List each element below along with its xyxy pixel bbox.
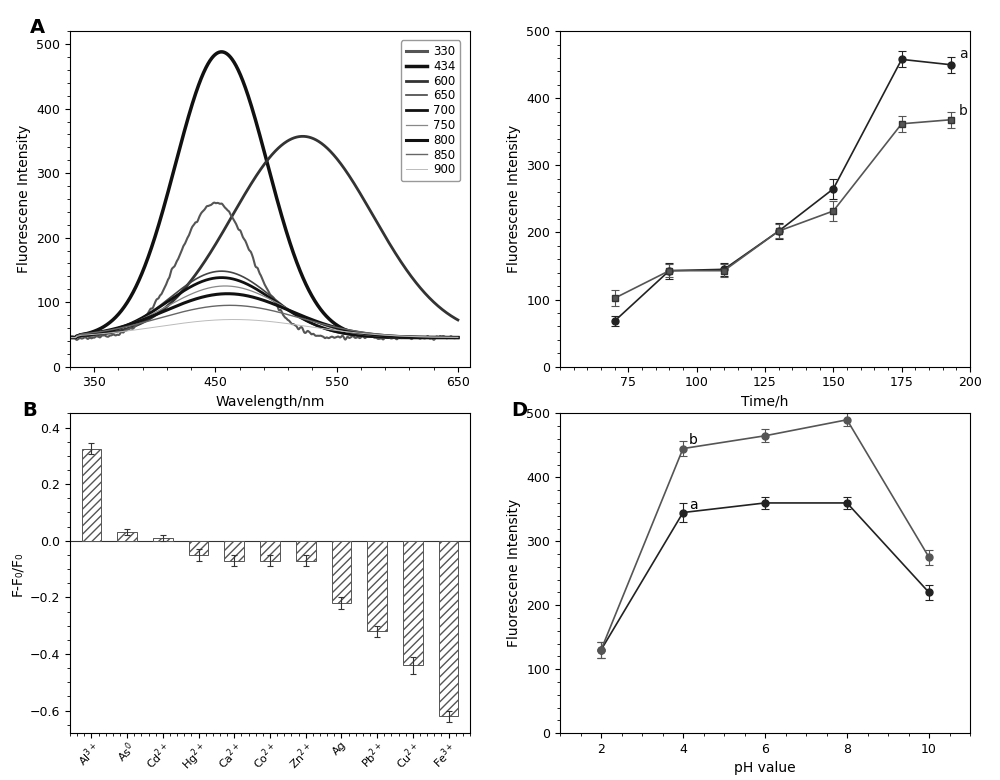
Bar (332, 541, 351, 603)
Y-axis label: Fluorescene Intensity: Fluorescene Intensity (17, 125, 31, 273)
Bar (296, 541, 316, 561)
Bar (82, 448, 101, 541)
Legend: 330, 434, 600, 650, 700, 750, 800, 850, 900: 330, 434, 600, 650, 700, 750, 800, 850, … (401, 41, 460, 181)
Text: a: a (689, 498, 698, 512)
X-axis label: pH value: pH value (734, 761, 796, 775)
Text: a: a (959, 47, 968, 61)
Y-axis label: Fluorescene Intensity: Fluorescene Intensity (507, 125, 521, 273)
X-axis label: Wavelength/nm: Wavelength/nm (215, 395, 325, 409)
Text: b: b (689, 433, 698, 447)
Bar (117, 532, 137, 541)
Bar (367, 541, 387, 631)
Y-axis label: Fluorescene Intensity: Fluorescene Intensity (507, 499, 521, 647)
Text: B: B (22, 401, 37, 420)
Text: A: A (30, 18, 45, 37)
Bar (260, 541, 280, 561)
Text: b: b (959, 104, 968, 118)
Bar (224, 541, 244, 561)
Bar (403, 541, 423, 665)
Bar (439, 541, 458, 716)
X-axis label: Time/h: Time/h (741, 395, 789, 409)
Bar (189, 541, 208, 555)
Text: D: D (511, 401, 527, 420)
Bar (153, 538, 173, 541)
Y-axis label: F-F₀/F₀: F-F₀/F₀ (10, 551, 24, 596)
